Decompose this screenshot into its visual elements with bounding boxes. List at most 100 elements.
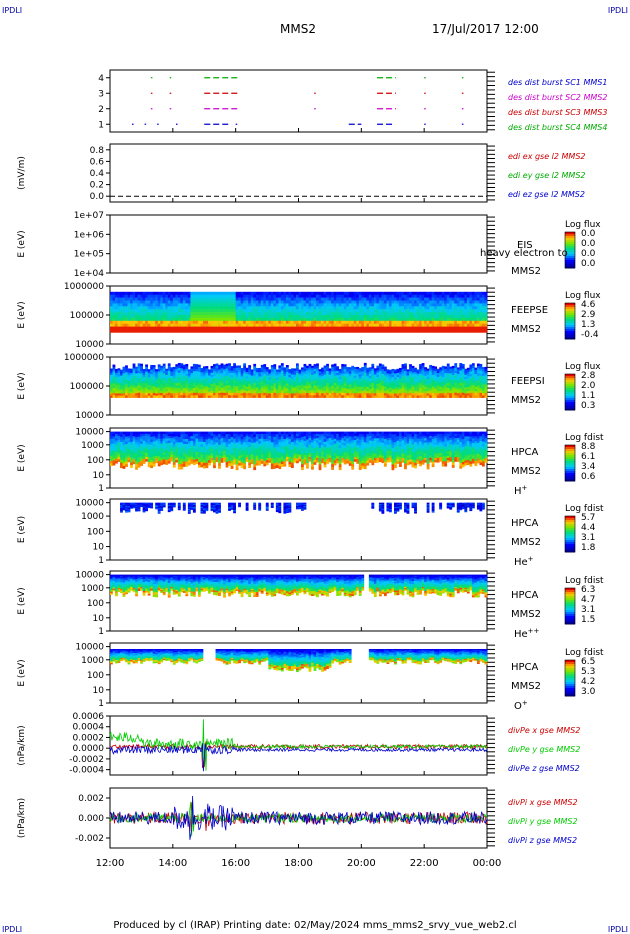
spectrogram-cell bbox=[165, 297, 169, 301]
spectrogram-cell bbox=[388, 329, 392, 333]
spectrogram-cell bbox=[429, 383, 433, 387]
spectrogram-cell bbox=[283, 294, 287, 298]
spectrogram-cell bbox=[240, 291, 244, 295]
spectrogram-cell bbox=[177, 455, 181, 459]
spectrogram-cell bbox=[122, 377, 126, 381]
panel-1-legend-entry: des dist burst SC4 MMS4 bbox=[508, 123, 607, 132]
spectrogram-cell bbox=[137, 378, 141, 381]
spectrogram-cell bbox=[409, 315, 412, 319]
spectrogram-cell bbox=[280, 392, 284, 396]
spectrogram-cell bbox=[406, 389, 410, 392]
spectrogram-cell bbox=[160, 395, 164, 398]
spectrogram-cell bbox=[383, 297, 387, 301]
panel-3-spacecraft-label: MMS2 bbox=[511, 266, 541, 277]
spectrogram-cell bbox=[258, 370, 262, 373]
spectrogram-cell bbox=[376, 372, 380, 376]
spectrogram-cell bbox=[479, 291, 483, 295]
spectrogram-cell bbox=[145, 395, 148, 398]
spectrogram-cell bbox=[125, 300, 128, 304]
spectrogram-cell bbox=[459, 363, 463, 366]
spectrogram-cell bbox=[436, 393, 440, 396]
spectrogram-cell bbox=[235, 372, 239, 376]
spectrogram-cell bbox=[175, 323, 179, 327]
spectrogram-cell bbox=[471, 312, 475, 316]
spectrogram-cell bbox=[170, 393, 174, 396]
spectrogram-cell bbox=[117, 395, 121, 398]
spectrogram-cell bbox=[376, 294, 380, 298]
spectrogram-cell bbox=[160, 445, 164, 449]
spectrogram-cell bbox=[115, 291, 118, 295]
spectrogram-cell bbox=[205, 303, 209, 307]
spectrogram-cell bbox=[273, 395, 277, 398]
spectrogram-cell bbox=[308, 309, 312, 313]
spectrogram-cell bbox=[341, 380, 345, 384]
spectrogram-cell bbox=[456, 369, 460, 373]
spectrogram-cell bbox=[230, 388, 234, 392]
spectrogram-cell bbox=[381, 303, 385, 307]
spectrogram-cell bbox=[278, 315, 282, 319]
spectrogram-cell bbox=[213, 371, 216, 374]
spectrogram-cell bbox=[396, 326, 400, 330]
panel-5-colorbar-segment bbox=[565, 408, 575, 411]
spectrogram-cell bbox=[434, 323, 438, 327]
spectrogram-cell bbox=[353, 294, 357, 298]
spectrogram-cell bbox=[328, 329, 332, 333]
spectrogram-cell bbox=[142, 461, 146, 464]
spectrogram-cell bbox=[175, 300, 179, 304]
spectrogram-cell bbox=[162, 323, 166, 327]
spectrogram-cell bbox=[162, 447, 166, 451]
spectrogram-cell bbox=[135, 390, 138, 394]
spectrogram-cell bbox=[218, 320, 221, 324]
spectrogram-cell bbox=[471, 306, 475, 310]
spectrogram-cell bbox=[368, 393, 372, 396]
spectrogram-cell bbox=[177, 466, 181, 470]
spectrogram-cell bbox=[197, 457, 201, 461]
spectrogram-cell bbox=[461, 366, 465, 370]
spectrogram-cell bbox=[152, 374, 156, 377]
spectrogram-cell bbox=[180, 363, 184, 367]
spectrogram-cell bbox=[215, 368, 219, 372]
spectrogram-cell bbox=[378, 390, 382, 394]
spectrogram-cell bbox=[436, 391, 440, 394]
spectrogram-cell bbox=[160, 365, 164, 369]
spectrogram-cell bbox=[446, 297, 450, 301]
spectrogram-cell bbox=[127, 370, 131, 373]
spectrogram-cell bbox=[474, 386, 478, 390]
panel-5-colorbar-segment bbox=[565, 376, 575, 379]
spectrogram-cell bbox=[306, 370, 309, 373]
spectrogram-cell bbox=[311, 329, 314, 333]
spectrogram-cell bbox=[115, 451, 118, 455]
spectrogram-cell bbox=[318, 387, 322, 390]
panel-3-colorbar-segment bbox=[565, 246, 575, 249]
spectrogram-cell bbox=[351, 388, 355, 392]
spectrogram-cell bbox=[358, 380, 362, 384]
spectrogram-cell bbox=[170, 448, 174, 451]
spectrogram-cell bbox=[446, 365, 450, 369]
spectrogram-cell bbox=[122, 375, 126, 379]
spectrogram-cell bbox=[326, 320, 329, 324]
spectrogram-cell bbox=[245, 297, 249, 301]
spectrogram-cell bbox=[140, 320, 143, 324]
spectrogram-cell bbox=[283, 329, 287, 333]
spectrogram-cell bbox=[125, 326, 128, 330]
spectrogram-cell bbox=[366, 386, 370, 390]
spectrogram-cell bbox=[285, 303, 289, 307]
spectrogram-cell bbox=[439, 297, 443, 301]
spectrogram-cell bbox=[399, 303, 402, 307]
spectrogram-cell bbox=[127, 300, 131, 304]
spectrogram-cell bbox=[172, 459, 176, 463]
spectrogram-cell bbox=[185, 323, 189, 327]
spectrogram-cell bbox=[240, 391, 244, 394]
spectrogram-cell bbox=[210, 312, 214, 316]
spectrogram-cell bbox=[157, 369, 161, 372]
spectrogram-cell bbox=[165, 445, 169, 449]
spectrogram-cell bbox=[336, 375, 340, 378]
spectrogram-cell bbox=[182, 456, 186, 460]
spectrogram-cell bbox=[356, 395, 360, 398]
spectrogram-cell bbox=[469, 385, 473, 389]
spectrogram-cell bbox=[401, 303, 405, 307]
spectrogram-cell bbox=[117, 323, 121, 327]
spectrogram-cell bbox=[268, 297, 272, 301]
spectrogram-cell bbox=[117, 376, 121, 380]
spectrogram-cell bbox=[404, 392, 407, 396]
